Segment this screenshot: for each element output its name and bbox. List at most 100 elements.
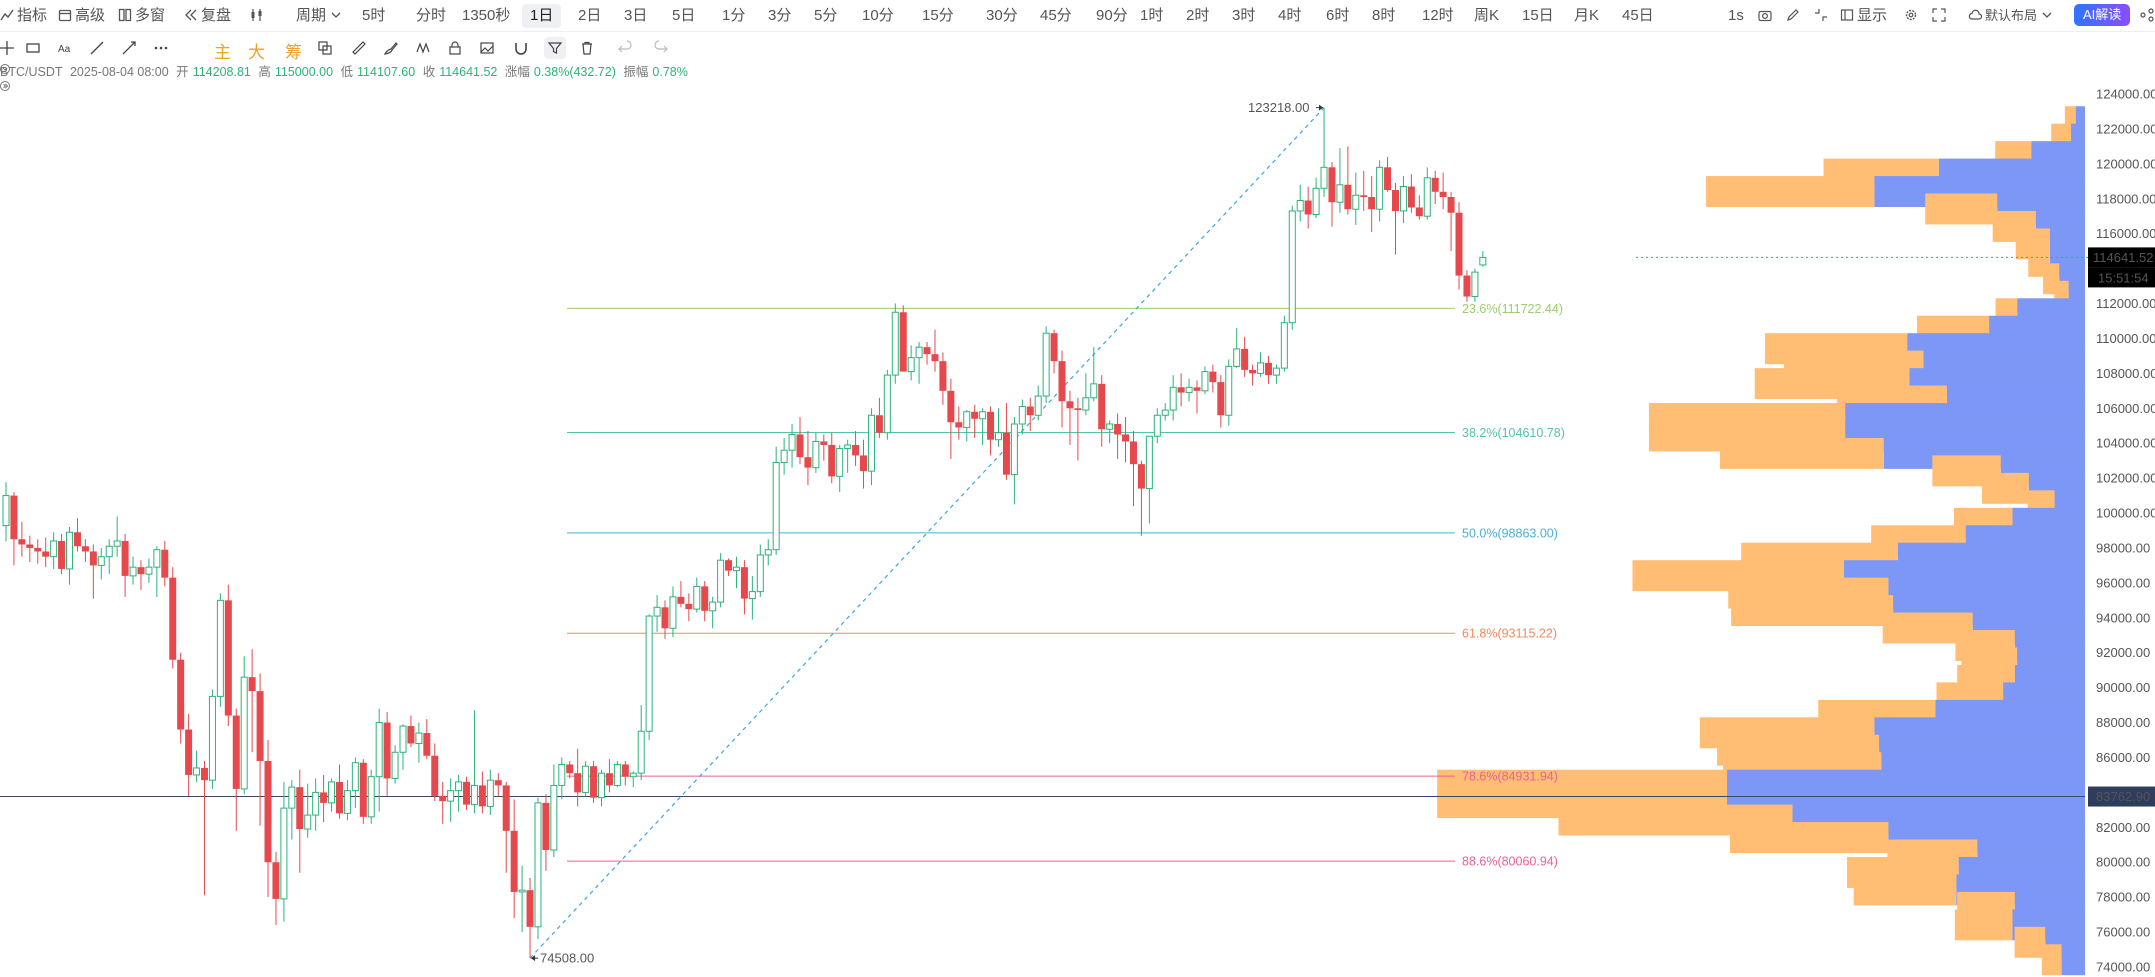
collapse-icon[interactable] xyxy=(0,79,12,93)
ruler-tool[interactable] xyxy=(348,37,370,59)
candle-body xyxy=(121,540,129,576)
period-tab-21[interactable]: 1时 xyxy=(1140,0,1163,32)
redo-tool[interactable] xyxy=(650,37,672,59)
candle xyxy=(510,799,518,919)
period-tab-1[interactable]: 高级 xyxy=(58,0,105,32)
period-tab-9[interactable]: 1日 xyxy=(522,4,562,28)
period-tab-13[interactable]: 1分 xyxy=(722,0,745,32)
period-tab-4[interactable] xyxy=(250,0,267,32)
rectangle-tool[interactable] xyxy=(22,37,44,59)
period-tab-7[interactable]: 分时 xyxy=(416,0,446,32)
candle-body xyxy=(66,531,74,570)
period-tab-20[interactable]: 90分 xyxy=(1096,0,1128,32)
period-tab-25[interactable]: 6时 xyxy=(1326,0,1349,32)
magnet-tool[interactable] xyxy=(510,37,532,59)
chart-mode-1[interactable]: 大 xyxy=(248,43,265,62)
candle-body xyxy=(1090,383,1098,399)
candle-body xyxy=(1161,409,1169,416)
chart-mode-2[interactable]: 筹 xyxy=(285,43,302,62)
pen-icon[interactable] xyxy=(1786,0,1803,32)
pattern-tool[interactable] xyxy=(412,37,434,59)
ai-analysis-button[interactable]: AI解读 xyxy=(2074,4,2131,26)
period-tab-15[interactable]: 5分 xyxy=(814,0,837,32)
candle xyxy=(153,546,161,597)
candle-body xyxy=(709,601,717,612)
undo-tool[interactable] xyxy=(614,37,636,59)
period-tab-0[interactable]: 指标 xyxy=(0,0,47,32)
candle xyxy=(240,656,248,795)
trend-line-tool[interactable] xyxy=(86,37,108,59)
chevron-down-icon xyxy=(329,8,343,22)
info-toggle-icon[interactable] xyxy=(0,62,12,76)
chart-mode-0[interactable]: 主 xyxy=(214,43,231,62)
volume-profile-buy-bar xyxy=(1731,595,1894,627)
period-tab-label: 12时 xyxy=(1422,7,1454,24)
layout-dropdown[interactable]: 默认布局 xyxy=(1968,0,2057,32)
period-tab-22[interactable]: 2时 xyxy=(1186,0,1209,32)
period-tab-19[interactable]: 45分 xyxy=(1040,0,1072,32)
period-tab-5[interactable]: 周期 xyxy=(296,0,346,32)
image-tool[interactable] xyxy=(476,37,498,59)
period-tab-label: 分时 xyxy=(416,7,447,24)
candle xyxy=(844,439,852,473)
display-button[interactable]: 显示 xyxy=(1840,0,1887,32)
period-tab-18[interactable]: 30分 xyxy=(986,0,1018,32)
camera-icon[interactable] xyxy=(1758,0,1775,32)
lock-tool[interactable] xyxy=(444,37,466,59)
period-tab-6[interactable]: 5时 xyxy=(362,0,385,32)
candle-body xyxy=(725,560,733,571)
candle-body xyxy=(605,773,613,786)
candle-body xyxy=(81,546,89,552)
trash-tool[interactable] xyxy=(576,37,598,59)
period-tab-2[interactable]: 多窗 xyxy=(118,0,165,32)
period-tab-24[interactable]: 4时 xyxy=(1278,0,1301,32)
period-tab-11[interactable]: 3日 xyxy=(624,0,647,32)
filter-tool[interactable] xyxy=(544,37,566,59)
price-axis-tick: 118000.00 xyxy=(2096,191,2155,206)
candle-body xyxy=(296,787,304,830)
candle xyxy=(653,595,661,632)
candle xyxy=(867,408,875,486)
period-tab-28[interactable]: 周K xyxy=(1474,0,1499,32)
candle xyxy=(185,713,193,796)
ray-tool[interactable] xyxy=(118,37,140,59)
period-tab-12[interactable]: 5日 xyxy=(672,0,695,32)
candle-body xyxy=(1050,333,1058,362)
period-tab-14[interactable]: 3分 xyxy=(768,0,791,32)
period-tab-3[interactable]: 复盘 xyxy=(184,0,231,32)
candle xyxy=(812,432,820,473)
settings-icon[interactable] xyxy=(1904,0,1921,32)
candle-body xyxy=(343,790,351,814)
brush-tool[interactable] xyxy=(380,37,402,59)
candle xyxy=(685,593,693,622)
text-tool[interactable]: Aa xyxy=(54,37,76,59)
period-tab-10[interactable]: 2日 xyxy=(578,0,601,32)
period-tab-31[interactable]: 45日 xyxy=(1622,0,1654,32)
fullscreen-exit-icon[interactable] xyxy=(1814,0,1831,32)
period-tab-16[interactable]: 10分 xyxy=(862,0,894,32)
candle xyxy=(1384,156,1392,192)
period-tab-23[interactable]: 3时 xyxy=(1232,0,1255,32)
interval-button[interactable]: 1s xyxy=(1728,0,1744,32)
candle-body xyxy=(232,715,240,789)
period-tab-26[interactable]: 8时 xyxy=(1372,0,1395,32)
candle xyxy=(66,527,74,585)
candle-body xyxy=(1431,177,1439,192)
period-tab-29[interactable]: 15日 xyxy=(1522,0,1554,32)
period-tab-8[interactable]: 1350秒 xyxy=(462,0,510,32)
candlestick-chart[interactable]: 23.6%(111722.44) 38.2%(104610.78) 50.0%(98… xyxy=(0,78,2155,977)
period-tab-30[interactable]: 月K xyxy=(1574,0,1599,32)
candle xyxy=(995,408,1002,447)
candle xyxy=(1439,172,1447,210)
candle xyxy=(113,516,121,557)
copy-tool[interactable] xyxy=(314,37,336,59)
crosshair-tool[interactable] xyxy=(0,37,18,59)
period-tab-17[interactable]: 15分 xyxy=(922,0,954,32)
fullscreen-icon[interactable] xyxy=(1932,0,1949,32)
more-icon xyxy=(154,46,168,50)
period-tab-27[interactable]: 12时 xyxy=(1422,0,1454,32)
candle-body xyxy=(550,784,558,851)
candle-body xyxy=(1145,435,1153,490)
more-tool[interactable] xyxy=(150,37,172,59)
share-icon[interactable] xyxy=(2140,0,2155,32)
